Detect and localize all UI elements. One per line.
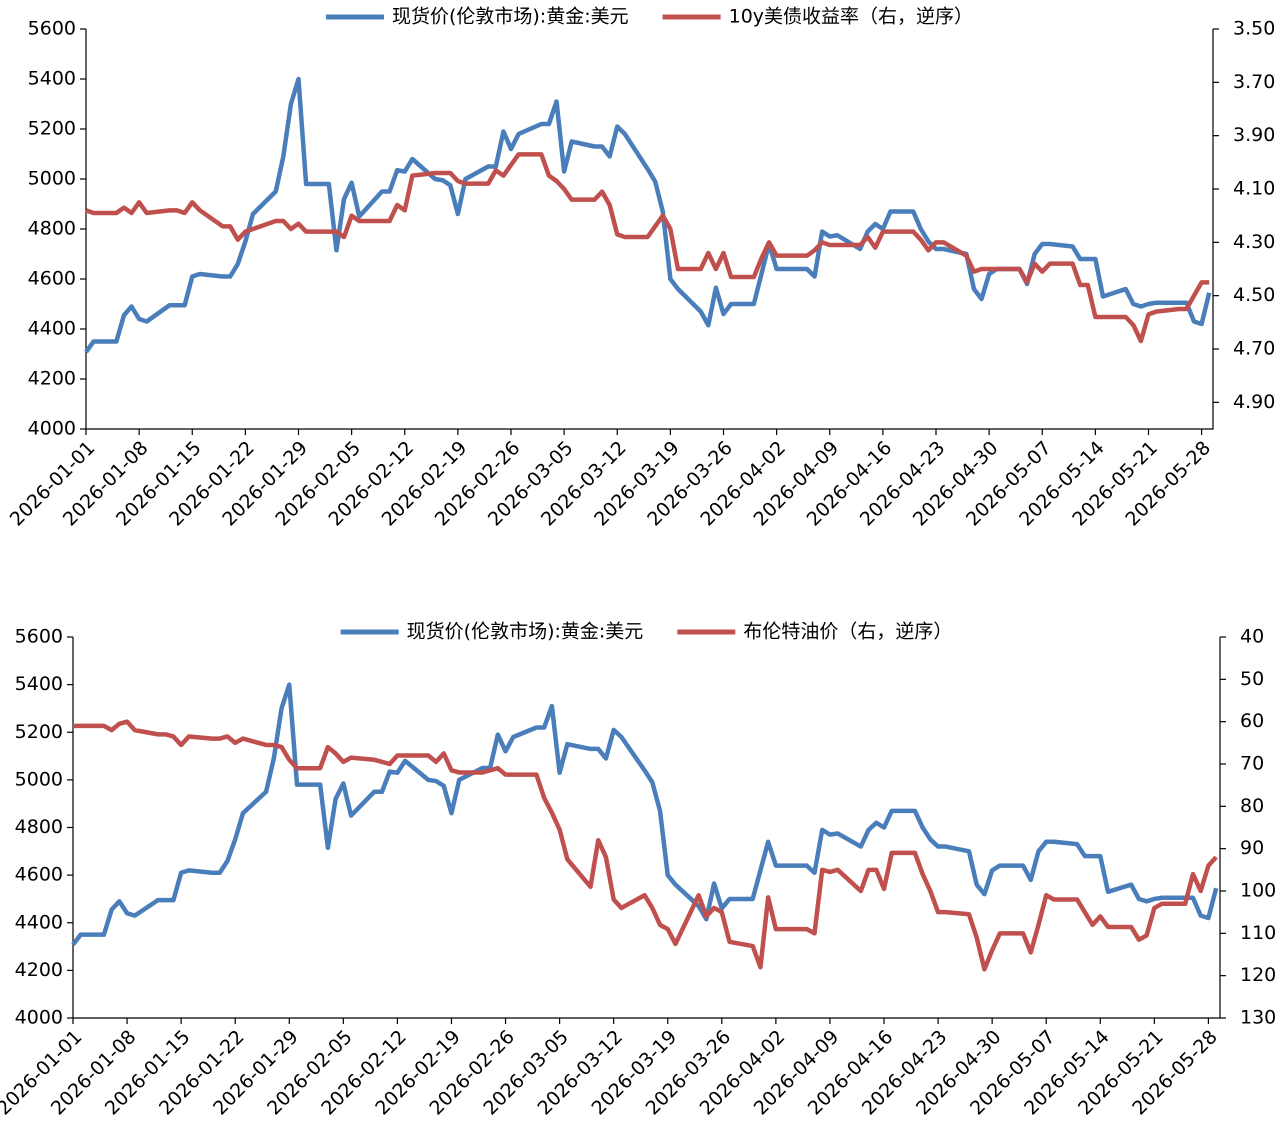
y-tick-label: 5000 [15,768,63,790]
y-tick-label: 4800 [15,816,63,838]
y2-tick-label: 3.90 [1233,124,1275,146]
y-tick-label: 4600 [28,268,76,290]
legend: 现货价(伦敦市场):黄金:美元 布伦特油价（右，逆序） [340,621,952,643]
y-tick-label: 4000 [28,418,76,440]
y2-tick-label: 120 [1240,964,1276,986]
y2-tick-label: 80 [1240,795,1264,817]
data-line [71,682,1219,947]
y-tick-label: 5200 [28,118,76,140]
y2-tick-label: 130 [1240,1007,1276,1029]
y2-tick-label: 90 [1240,837,1264,859]
y2-tick-label: 4.10 [1233,178,1275,200]
y-tick-label: 5400 [15,673,63,695]
y2-tick-label: 100 [1240,880,1276,902]
y-tick-label: 5000 [28,168,76,190]
y-tick-label: 4400 [15,911,63,933]
y-tick-label: 4000 [15,1007,63,1029]
y2-tick-label: 40 [1240,626,1264,648]
y2-tick-label: 3.50 [1233,18,1275,40]
data-line [84,76,1212,354]
legend-label: 现货价(伦敦市场):黄金:美元 [392,6,629,28]
y-tick-label: 4600 [15,864,63,886]
data-line [73,719,1218,972]
y2-tick-label: 4.70 [1233,338,1275,360]
y-tick-label: 5200 [15,721,63,743]
y2-tick-label: 110 [1240,922,1276,944]
y2-tick-label: 3.70 [1233,71,1275,93]
y-tick-label: 5400 [28,68,76,90]
data-line [85,152,1210,344]
y-tick-label: 4400 [28,318,76,340]
axes-frame [72,637,1221,1019]
y2-tick-label: 4.50 [1233,284,1275,306]
y-tick-label: 5600 [15,626,63,648]
y-tick-label: 5600 [28,18,76,40]
legend: 现货价(伦敦市场):黄金:美元 10y美债收益率（右，逆序） [325,6,973,28]
legend-label: 布伦特油价（右，逆序） [743,621,952,643]
y2-tick-label: 50 [1240,668,1264,690]
y2-tick-label: 70 [1240,753,1264,775]
y-tick-label: 4800 [28,218,76,240]
y2-tick-label: 4.30 [1233,231,1275,253]
y2-tick-label: 4.90 [1233,391,1275,413]
y-tick-label: 4200 [15,959,63,981]
legend-label: 10y美债收益率（右，逆序） [729,6,973,28]
y2-tick-label: 60 [1240,710,1264,732]
y-tick-label: 4200 [28,368,76,390]
legend-label: 现货价(伦敦市场):黄金:美元 [407,621,644,643]
